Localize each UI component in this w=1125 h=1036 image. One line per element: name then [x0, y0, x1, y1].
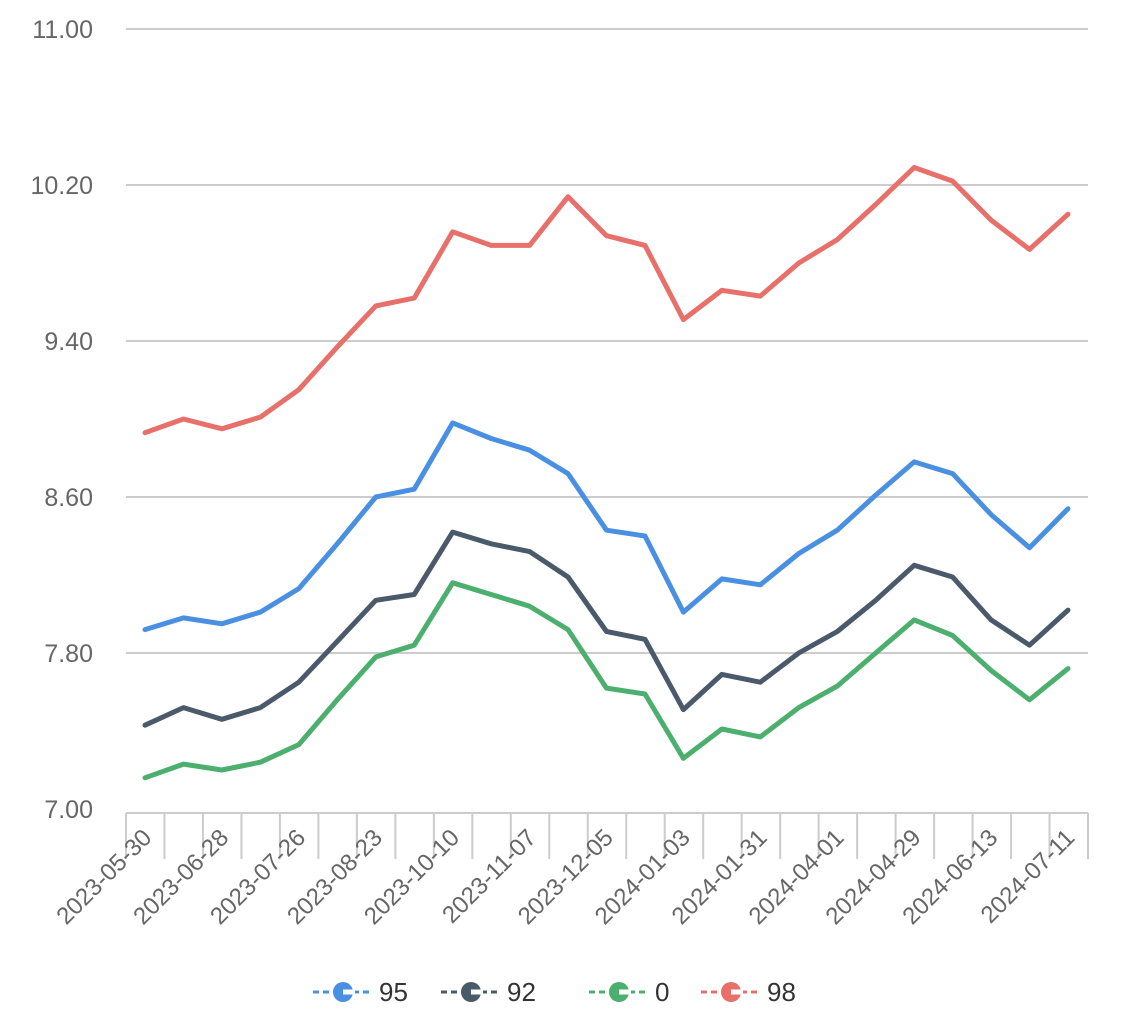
legend-item-98[interactable]: 98: [701, 977, 796, 1007]
legend[interactable]: 95 92 0 98: [313, 977, 796, 1007]
y-tick-label: 7.00: [44, 796, 93, 824]
legend-marker-notch: [343, 989, 355, 995]
series-line-98[interactable]: [142, 165, 1071, 436]
x-axis: 2023-05-302023-06-282023-07-262023-08-23…: [51, 812, 1089, 930]
legend-label: 92: [507, 977, 536, 1007]
series-line-92[interactable]: [142, 529, 1071, 728]
legend-label: 98: [767, 977, 796, 1007]
legend-label: 95: [379, 977, 408, 1007]
legend-marker-notch: [731, 989, 743, 995]
y-tick-label: 10.20: [30, 172, 93, 200]
y-tick-label: 9.40: [44, 328, 93, 356]
y-axis: 7.00 7.80 8.60 9.40 10.20 11.00: [30, 16, 93, 824]
y-tick-label: 7.80: [44, 640, 93, 668]
legend-item-0[interactable]: 0: [589, 977, 669, 1007]
series-lines: [142, 165, 1071, 781]
legend-item-92[interactable]: 92: [441, 977, 536, 1007]
y-tick-label: 11.00: [32, 16, 93, 44]
legend-item-95[interactable]: 95: [313, 977, 408, 1007]
series-line-95[interactable]: [142, 420, 1071, 633]
legend-label: 0: [655, 977, 669, 1007]
series-line-0[interactable]: [142, 580, 1071, 781]
legend-marker-notch: [619, 989, 631, 995]
y-tick-label: 8.60: [44, 484, 93, 512]
grid-lines: [126, 28, 1088, 654]
legend-marker-notch: [471, 989, 483, 995]
